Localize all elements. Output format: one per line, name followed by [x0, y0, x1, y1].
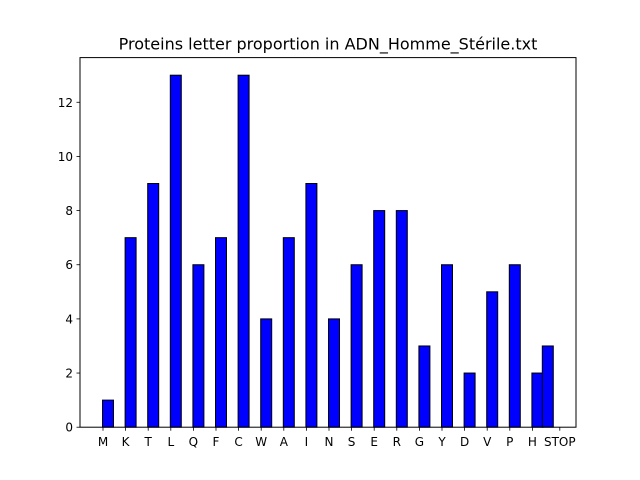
- x-tick-label-c: C: [234, 435, 242, 449]
- bar-w: [260, 318, 273, 428]
- x-tick-label-t: T: [144, 435, 153, 449]
- x-tick-label-y: Y: [437, 435, 446, 449]
- y-tick-label-2: 2: [65, 367, 73, 381]
- x-tick-label-m: M: [98, 435, 108, 449]
- x-tick-label-i: I: [305, 435, 309, 449]
- bar-i: [305, 183, 318, 428]
- bars-group: [102, 74, 554, 428]
- x-tick-label-stop: STOP: [544, 435, 576, 449]
- bar-t: [147, 183, 160, 428]
- bar-l: [169, 74, 182, 428]
- x-tick-label-w: W: [255, 435, 267, 449]
- y-tick-label-0: 0: [65, 421, 73, 435]
- bar-s: [350, 264, 363, 428]
- y-tick-label-6: 6: [65, 258, 73, 272]
- bar-n: [328, 318, 340, 428]
- x-tick-label-f: F: [213, 435, 220, 449]
- x-tick-label-n: N: [325, 435, 334, 449]
- chart-title: Proteins letter proportion in ADN_Homme_…: [119, 35, 538, 55]
- x-tick-label-h: H: [528, 435, 537, 449]
- bar-k: [124, 237, 137, 428]
- bar-e: [373, 210, 386, 428]
- x-tick-label-q: Q: [189, 435, 198, 449]
- bar-y: [441, 264, 453, 428]
- x-tick-label-d: D: [460, 435, 469, 449]
- y-tick-label-10: 10: [58, 150, 73, 164]
- x-tick-label-e: E: [370, 435, 378, 449]
- x-tick-label-a: A: [280, 435, 289, 449]
- y-tick-label-12: 12: [58, 96, 73, 110]
- x-tick-label-s: S: [348, 435, 356, 449]
- y-axis: 0 2 4 6 8 10 12: [58, 96, 80, 435]
- x-tick-label-k: K: [122, 435, 131, 449]
- x-axis: M K T L Q F C W A I N S E R G Y D V P H STOP: [98, 427, 576, 449]
- bar-f: [215, 237, 227, 428]
- x-tick-label-v: V: [483, 435, 492, 449]
- x-tick-label-p: P: [506, 435, 513, 449]
- x-tick-label-g: G: [415, 435, 424, 449]
- bar-p: [508, 264, 521, 428]
- bar-stop: [541, 345, 554, 428]
- plot-frame: [79, 57, 577, 428]
- bar-v: [486, 291, 499, 428]
- bar-q: [192, 264, 205, 428]
- bar-r: [395, 210, 408, 428]
- y-tick-label-8: 8: [65, 204, 73, 218]
- x-tick-label-l: L: [167, 435, 174, 449]
- x-tick-label-r: R: [393, 435, 401, 449]
- y-tick-label-4: 4: [65, 312, 73, 326]
- bar-a: [282, 237, 295, 428]
- bar-d: [463, 372, 476, 428]
- bar-m: [102, 399, 114, 428]
- bar-g: [418, 345, 431, 428]
- bar-h: [531, 372, 544, 428]
- bar-c: [237, 74, 250, 428]
